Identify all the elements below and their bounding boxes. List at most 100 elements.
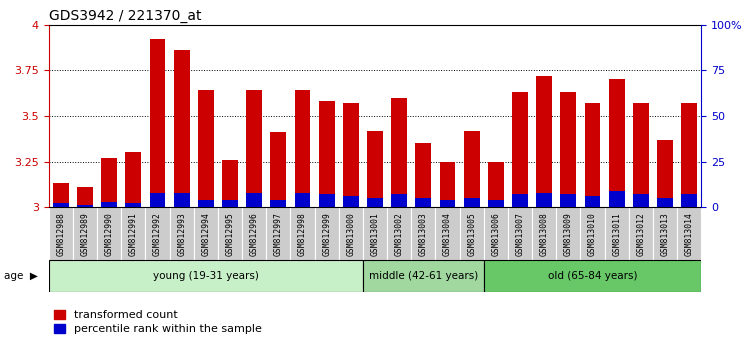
Bar	[266, 207, 290, 260]
Bar	[657, 139, 673, 207]
Bar	[556, 207, 580, 260]
Bar	[150, 193, 165, 207]
Text: GSM813001: GSM813001	[370, 212, 380, 256]
Bar	[271, 132, 286, 207]
Bar	[436, 207, 460, 260]
Bar	[585, 103, 600, 207]
Bar	[392, 98, 407, 207]
Bar	[170, 207, 194, 260]
Bar	[343, 196, 358, 207]
Bar	[416, 198, 431, 207]
Text: age  ▶: age ▶	[4, 271, 38, 281]
Bar	[411, 207, 436, 260]
Bar	[319, 101, 334, 207]
Text: GSM813003: GSM813003	[419, 212, 428, 256]
Bar	[536, 193, 552, 207]
Legend: transformed count, percentile rank within the sample: transformed count, percentile rank withi…	[54, 310, 262, 334]
Text: old (65-84 years): old (65-84 years)	[548, 271, 638, 281]
Bar	[488, 200, 504, 207]
Bar	[368, 131, 382, 207]
Bar	[77, 187, 93, 207]
Bar	[657, 198, 673, 207]
Text: GSM812999: GSM812999	[322, 212, 332, 256]
Bar	[464, 198, 479, 207]
Bar	[290, 207, 314, 260]
Bar	[146, 207, 170, 260]
Text: GSM813012: GSM813012	[636, 212, 645, 256]
Bar	[633, 103, 649, 207]
Text: young (19-31 years): young (19-31 years)	[153, 271, 259, 281]
Bar	[677, 207, 701, 260]
Bar	[532, 207, 556, 260]
Text: GSM813004: GSM813004	[443, 212, 452, 256]
Text: GSM813011: GSM813011	[612, 212, 621, 256]
Bar	[416, 143, 431, 207]
Bar	[633, 194, 649, 207]
Bar	[77, 205, 93, 207]
Text: GSM813002: GSM813002	[394, 212, 404, 256]
Text: GSM813010: GSM813010	[588, 212, 597, 256]
Text: GDS3942 / 221370_at: GDS3942 / 221370_at	[49, 9, 201, 23]
Bar	[295, 193, 310, 207]
Text: GSM813013: GSM813013	[661, 212, 670, 256]
Text: GSM813014: GSM813014	[685, 212, 694, 256]
Bar	[560, 92, 576, 207]
Bar	[609, 191, 625, 207]
Bar	[484, 207, 508, 260]
Text: middle (42-61 years): middle (42-61 years)	[369, 271, 478, 281]
Bar	[49, 260, 363, 292]
Text: GSM812989: GSM812989	[80, 212, 89, 256]
Bar	[222, 200, 238, 207]
Bar	[681, 103, 697, 207]
Bar	[101, 158, 117, 207]
Bar	[198, 200, 214, 207]
Bar	[536, 76, 552, 207]
Text: GSM812998: GSM812998	[298, 212, 307, 256]
Bar	[585, 196, 600, 207]
Bar	[653, 207, 677, 260]
Text: GSM813005: GSM813005	[467, 212, 476, 256]
Bar	[508, 207, 532, 260]
Bar	[174, 193, 190, 207]
Bar	[604, 207, 628, 260]
Bar	[580, 207, 604, 260]
Bar	[512, 194, 528, 207]
Text: GSM813008: GSM813008	[540, 212, 549, 256]
Bar	[218, 207, 242, 260]
Bar	[194, 207, 218, 260]
Bar	[339, 207, 363, 260]
Bar	[246, 193, 262, 207]
Bar	[174, 50, 190, 207]
Bar	[295, 90, 310, 207]
Text: GSM813009: GSM813009	[564, 212, 573, 256]
Text: GSM812994: GSM812994	[201, 212, 210, 256]
Bar	[681, 194, 697, 207]
Bar	[97, 207, 122, 260]
Text: GSM813006: GSM813006	[491, 212, 500, 256]
Bar	[319, 194, 334, 207]
Bar	[246, 90, 262, 207]
Bar	[125, 204, 141, 207]
Bar	[73, 207, 97, 260]
Text: GSM812997: GSM812997	[274, 212, 283, 256]
Bar	[198, 90, 214, 207]
Bar	[512, 92, 528, 207]
Bar	[53, 183, 69, 207]
Bar	[484, 260, 701, 292]
Bar	[101, 202, 117, 207]
Bar	[628, 207, 653, 260]
Text: GSM813007: GSM813007	[515, 212, 524, 256]
Bar	[363, 260, 484, 292]
Bar	[150, 39, 165, 207]
Bar	[242, 207, 266, 260]
Bar	[125, 153, 141, 207]
Text: GSM813000: GSM813000	[346, 212, 355, 256]
Text: GSM812991: GSM812991	[129, 212, 138, 256]
Bar	[363, 207, 387, 260]
Bar	[368, 198, 382, 207]
Text: GSM812996: GSM812996	[250, 212, 259, 256]
Bar	[343, 103, 358, 207]
Bar	[222, 160, 238, 207]
Bar	[440, 161, 455, 207]
Bar	[49, 207, 73, 260]
